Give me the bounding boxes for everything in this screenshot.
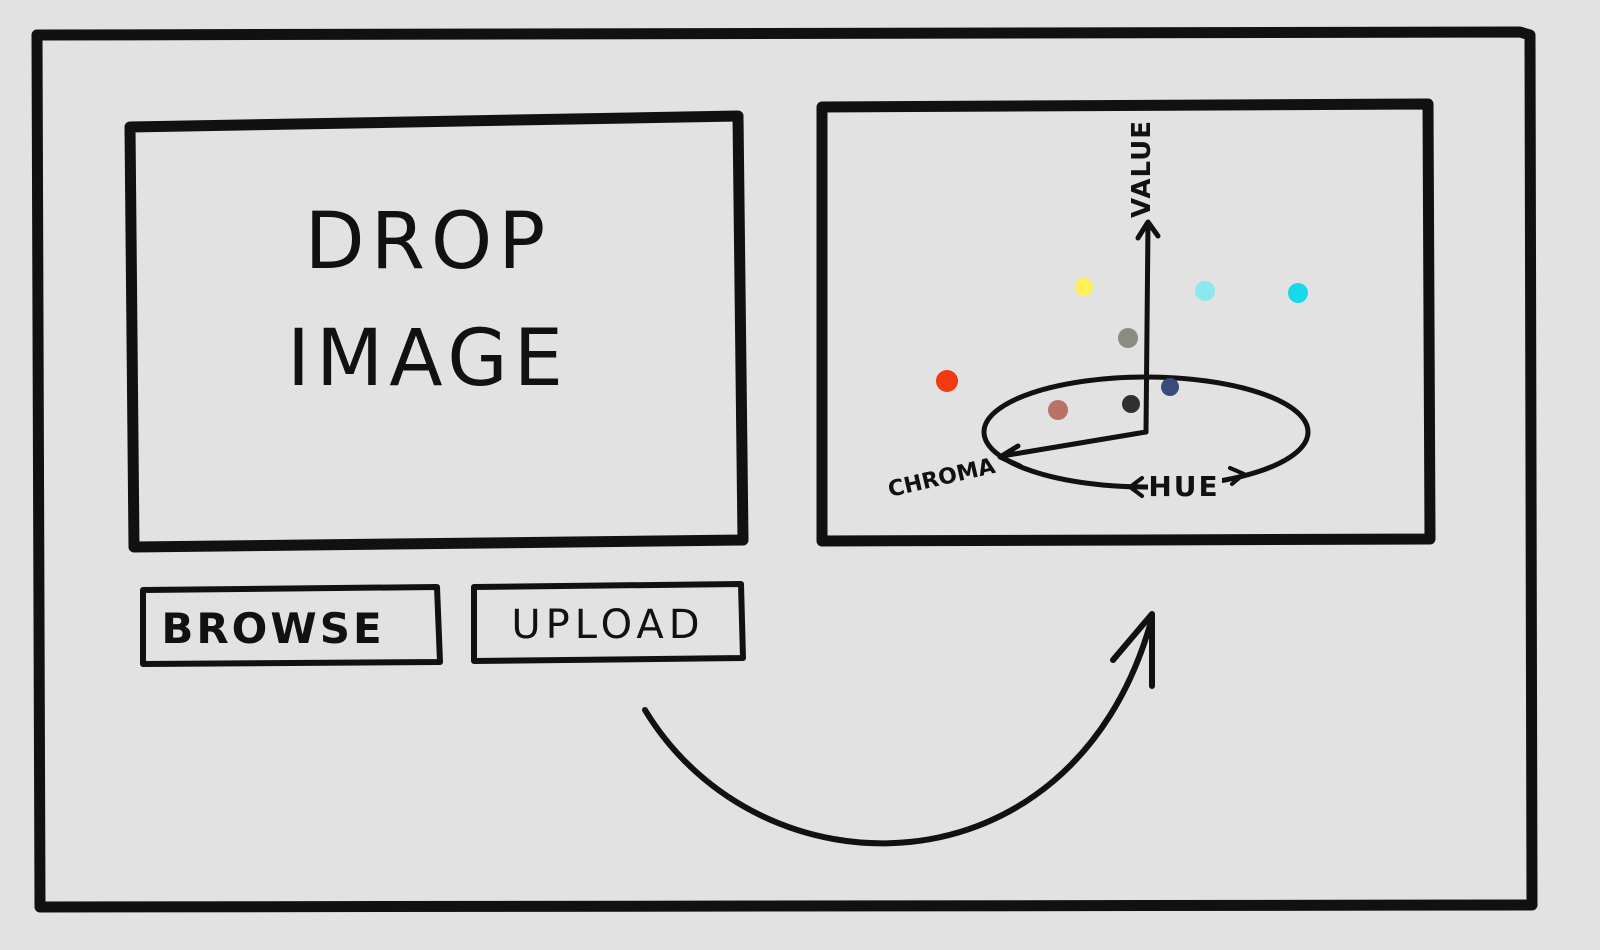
yellow-dot xyxy=(1075,278,1093,296)
value-axis-label: VALUE xyxy=(1127,120,1157,218)
gray-green-dot xyxy=(1118,328,1138,348)
hue-arrowhead-left xyxy=(1128,476,1144,498)
upload-button-label: UPLOAD xyxy=(511,602,704,648)
browse-button[interactable]: BROWSE xyxy=(140,584,443,667)
value-axis xyxy=(1143,221,1151,435)
drop-zone[interactable]: DROP IMAGE xyxy=(124,110,749,553)
drop-zone-frame xyxy=(124,110,749,553)
red-dot xyxy=(936,370,958,392)
upload-to-plot-arrow xyxy=(642,611,1155,847)
hue-arrowhead-right xyxy=(1228,466,1246,486)
drop-zone-text-line1: DROP xyxy=(305,197,552,287)
chroma-axis-arrowhead xyxy=(997,443,1023,469)
browse-button-label: BROWSE xyxy=(161,604,384,653)
light-cyan-dot xyxy=(1195,281,1215,301)
cyan-dot xyxy=(1288,283,1308,303)
upload-button[interactable]: UPLOAD xyxy=(471,581,746,664)
color-plot-frame xyxy=(816,98,1436,547)
dark-dot xyxy=(1122,395,1140,413)
drop-zone-text-line2: IMAGE xyxy=(287,314,569,404)
value-axis-arrowhead xyxy=(1135,219,1161,241)
chroma-axis-label: CHROMA xyxy=(886,454,998,503)
hue-axis-label: HUE xyxy=(1148,470,1219,503)
color-plot-panel: VALUE CHROMA HUE xyxy=(816,98,1436,547)
chroma-axis xyxy=(999,429,1149,459)
hue-label-backing xyxy=(1148,468,1222,500)
window-frame xyxy=(31,26,1538,913)
rose-brown-dot xyxy=(1048,400,1068,420)
navy-dot xyxy=(1161,378,1179,396)
